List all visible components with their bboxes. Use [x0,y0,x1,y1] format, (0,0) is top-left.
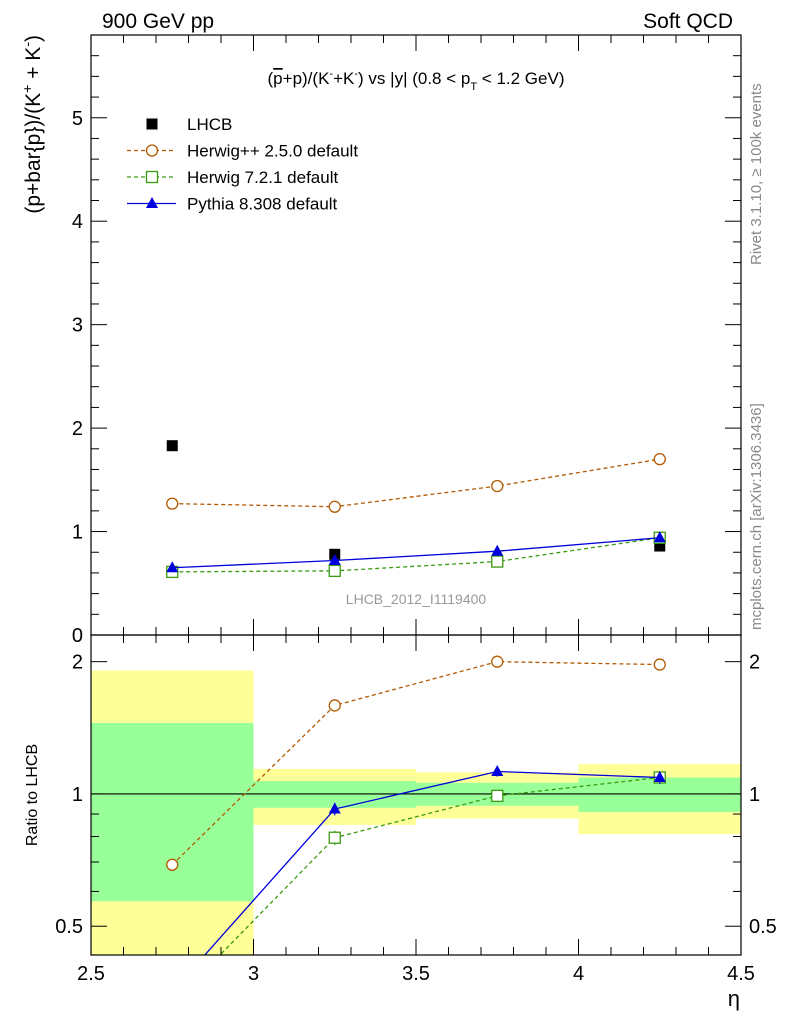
plot-title: (p+p)/(K-+K-) vs |y| (0.8 < pT < 1.2 GeV… [268,68,565,93]
ratio-series-pythia-8-308-default [166,764,666,996]
ratio-ytick-label-right-2: 2 [749,652,760,674]
header-left: 900 GeV pp [102,10,214,33]
ratio-series-herwig-2-5-0-default [166,655,666,871]
main-ytick-label-5: 5 [72,108,83,130]
ratio-band-inner-0 [91,723,254,902]
ratio-ytick-label-0-5: 0.5 [55,916,83,938]
legend-marker-herwig-7-2-1-default [145,170,159,184]
watermark: LHCB_2012_I1119400 [346,591,487,607]
main-point-pythia-8-308-default-2 [491,544,504,556]
main-ytick-label-3: 3 [72,315,83,337]
ratio-ylabel: Ratio to LHCB [24,744,41,846]
main-series-lhcb [166,440,666,567]
ratio-point-pythia-8-308-default-0 [166,985,178,996]
legend-marker-herwig-2-5-0-default [145,144,159,157]
ratio-ytick-label-right-0-5: 0.5 [749,916,777,938]
legend-item-lhcb: LHCB [146,115,232,134]
mcplots-label: mcplots.cern.ch [arXiv:1306.3436] [748,403,765,630]
ratio-line-herwig-2-5-0-default [171,661,660,866]
main-ytick-label-4: 4 [72,211,83,233]
ratio-point-herwig-7-2-1-default-2 [491,789,504,803]
legend-marker-pythia-8-308-default [146,197,158,208]
main-point-herwig-2-5-0-default-0 [166,497,179,510]
main-ytick-label-2: 2 [72,418,83,440]
ratio-point-herwig-7-2-1-default-1 [328,831,341,844]
ratio-panel: 2.5 3 3.5 4 4.5 0.5 0.5 1 1 2 2 Ratio to LHCB η [24,634,777,1011]
ratio-ytick-label-1: 1 [72,784,83,806]
main-line-herwig-2-5-0-default [172,458,660,508]
ratio-point-herwig-7-2-1-default-0 [167,998,178,1009]
main-point-herwig-2-5-0-default-3 [653,452,666,466]
ratio-point-pythia-8-308-default-1 [328,802,341,814]
ratio-point-pythia-8-308-default-3 [653,770,666,782]
main-ylabel: (p+bar{p})/(K+ + K-) [19,35,45,214]
main-line-pythia-8-308-default [172,537,660,569]
x-tick-label-3-5: 3.5 [402,963,430,985]
ratio-point-herwig-2-5-0-default-2 [491,655,504,668]
main-series-herwig-7-2-1-default [166,531,666,579]
x-tick-label-4-5: 4.5 [727,963,755,985]
legend-label-lhcb: LHCB [187,115,232,134]
x-tick-label-3: 3 [248,963,259,985]
ratio-point-herwig-2-5-0-default-0 [166,858,179,871]
main-point-pythia-8-308-default-3 [653,531,666,543]
ratio-frame [90,634,742,956]
x-tick-label-2-5: 2.5 [77,963,105,985]
main-point-herwig-7-2-1-default-1 [328,564,341,578]
main-point-pythia-8-308-default-1 [328,554,341,566]
main-point-herwig-7-2-1-default-2 [491,555,504,568]
main-point-lhcb-0 [166,440,178,452]
ratio-line-pythia-8-308-default [203,770,660,955]
legend-marker-lhcb [146,118,158,130]
legend: LHCB Herwig++ 2.5.0 default Herwig 7.2.1 d… [127,115,358,214]
x-tick-label-4: 4 [573,963,584,985]
pbar: p [273,69,282,88]
main-panel: 0 1 2 3 4 5 (p+p)/(K-+K-) vs |y| (0.8 < pT < … [19,34,742,647]
main-line-herwig-7-2-1-default [172,537,660,573]
main-ytick-label-1: 1 [72,522,83,544]
main-series-herwig-2-5-0-default [166,452,666,513]
ratio-point-herwig-2-5-0-default-1 [328,699,341,712]
legend-label-herwig-7-2-1-default: Herwig 7.2.1 default [187,168,338,187]
rivet-label: Rivet 3.1.10, ≥ 100k events [748,83,765,265]
ratio-line-herwig-7-2-1-default [219,776,660,955]
legend-label-pythia-8-308-default: Pythia 8.308 default [187,195,338,214]
x-axis-label: η [728,986,740,1011]
main-ytick-label-0: 0 [72,625,83,647]
main-point-lhcb-3 [654,540,666,552]
ratio-ytick-label-2: 2 [72,652,83,674]
ratio-ytick-label-right-1: 1 [749,784,760,806]
main-point-herwig-2-5-0-default-2 [491,479,504,493]
legend-label-herwig-2-5-0-default: Herwig++ 2.5.0 default [187,142,358,161]
main-point-pythia-8-308-default-0 [166,561,179,573]
legend-item-herwig-2-5-0-default: Herwig++ 2.5.0 default [127,142,358,161]
main-point-herwig-2-5-0-default-1 [328,500,341,513]
main-series-pythia-8-308-default [166,531,666,573]
legend-item-herwig-7-2-1-default: Herwig 7.2.1 default [127,168,338,187]
legend-item-pythia-8-308-default: Pythia 8.308 default [127,195,338,214]
ratio-point-herwig-2-5-0-default-3 [653,658,666,671]
ratio-point-pythia-8-308-default-2 [491,764,504,776]
header-right: Soft QCD [643,10,733,33]
